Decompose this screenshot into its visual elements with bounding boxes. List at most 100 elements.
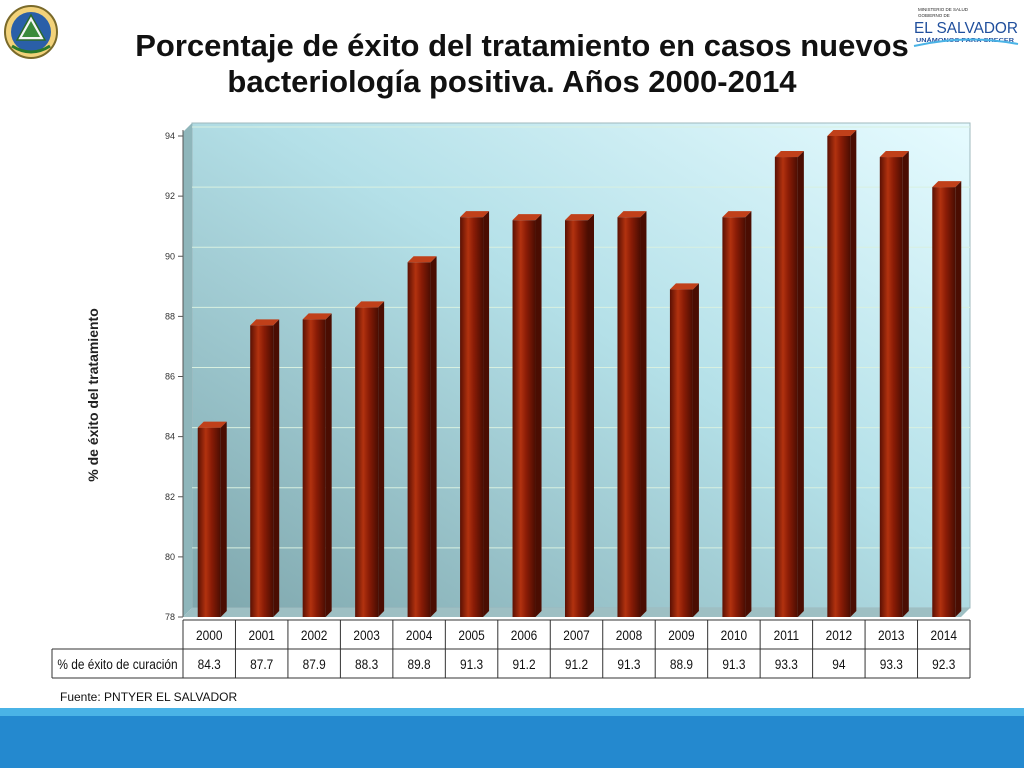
bar-2003 (355, 301, 385, 617)
y-tick-label: 90 (165, 251, 175, 261)
bar-side (378, 301, 385, 617)
data-label: 88.9 (670, 656, 693, 672)
x-tick-label: 2011 (774, 627, 800, 643)
y-tick-label: 86 (165, 372, 175, 382)
x-tick-label: 2004 (406, 627, 432, 643)
y-tick-label: 82 (165, 492, 175, 502)
bar-front (879, 157, 903, 617)
data-label: 91.3 (722, 656, 745, 672)
bar-front (565, 220, 588, 618)
bar-front (197, 427, 221, 617)
footer-band-dark (0, 716, 1024, 768)
bar-side (535, 214, 542, 618)
bar-side (483, 211, 490, 617)
el-salvador-government-logo: MINISTERIO DE SALUD GOBIERNO DE EL SALVA… (913, 7, 1019, 47)
bar-2008 (617, 211, 647, 617)
data-label: 94 (832, 656, 845, 672)
bar-side (850, 130, 857, 617)
data-label: 91.3 (460, 656, 483, 672)
data-label: 88.3 (355, 656, 378, 672)
bar-2005 (460, 211, 490, 617)
footer-band-light (0, 708, 1024, 716)
data-label: 84.3 (198, 656, 221, 672)
bar-front (302, 319, 326, 617)
bar-side (220, 421, 227, 617)
bar-front (407, 262, 431, 617)
bar-2009 (669, 283, 699, 617)
logo-country-text: EL SALVADOR (914, 20, 1018, 37)
y-tick-label: 78 (165, 612, 175, 622)
bar-top (250, 319, 280, 326)
bar-2002 (302, 313, 332, 617)
bar-chart: 78 80 82 84 86 88 90 92 94 2000 84.3 2001 87.7 2002 8… (51, 122, 971, 679)
bar-front (355, 307, 379, 617)
x-tick-label: 2003 (353, 627, 379, 643)
data-label: 93.3 (880, 656, 903, 672)
bar-top (302, 313, 332, 320)
bar-top (722, 211, 752, 218)
logo-government-text: GOBIERNO DE (918, 13, 950, 18)
x-tick-label: 2002 (301, 627, 327, 643)
bar-2000 (197, 421, 227, 617)
bar-top (197, 421, 227, 428)
source-note: Fuente: PNTYER EL SALVADOR (60, 690, 238, 704)
bar-2007 (565, 214, 594, 618)
x-tick-label: 2014 (931, 627, 957, 643)
x-tick-label: 2005 (458, 627, 484, 643)
bar-2006 (512, 214, 542, 618)
x-tick-label: 2001 (248, 627, 274, 643)
bar-top (774, 151, 804, 158)
x-tick-label: 2009 (668, 627, 694, 643)
bar-side (588, 214, 594, 618)
bar-2012 (827, 130, 857, 617)
bar-top (460, 211, 490, 218)
bar-2014 (932, 181, 962, 617)
data-label: 87.9 (303, 656, 326, 672)
bar-side (745, 211, 752, 617)
x-tick-label: 2008 (616, 627, 642, 643)
y-tick-label: 94 (165, 131, 175, 141)
bar-side (955, 181, 962, 617)
bar-front (460, 217, 484, 617)
x-tick-label: 2013 (878, 627, 904, 643)
x-tick-label: 2000 (196, 627, 222, 643)
x-tick-label: 2007 (563, 627, 589, 643)
title-line-1: Porcentaje de éxito del tratamiento en c… (135, 28, 909, 63)
bar-front (932, 187, 956, 617)
bar-top (355, 301, 385, 308)
bar-side (797, 151, 804, 617)
bar-top (669, 283, 699, 290)
bar-2004 (407, 256, 437, 617)
bar-top (827, 130, 857, 136)
data-label: 91.2 (512, 656, 535, 672)
bar-side (430, 256, 437, 617)
series-name-label: % de éxito de curación (57, 656, 177, 672)
logo-ministry-text: MINISTERIO DE SALUD (918, 7, 969, 12)
data-label: 89.8 (408, 656, 431, 672)
bar-side (692, 283, 699, 617)
bar-side (325, 313, 332, 617)
bar-top (512, 214, 542, 221)
bar-front (669, 289, 693, 617)
data-label: 87.7 (250, 656, 273, 672)
y-tick-label: 80 (165, 552, 175, 562)
bar-2010 (722, 211, 752, 617)
bar-side (273, 319, 280, 617)
bar-front (774, 157, 798, 617)
x-tick-label: 2006 (511, 627, 537, 643)
page-title: Porcentaje de éxito del tratamiento en c… (0, 28, 1024, 100)
bar-front (617, 217, 641, 617)
bar-top (617, 211, 647, 218)
x-tick-label: 2012 (826, 627, 852, 643)
bar-top (932, 181, 962, 188)
bar-side (640, 211, 647, 617)
bar-top (407, 256, 437, 263)
data-label: 91.2 (565, 656, 588, 672)
bar-front (250, 325, 274, 617)
bar-2013 (879, 151, 909, 617)
bar-front (512, 220, 536, 618)
title-line-2: bacteriología positiva. Años 2000-2014 (227, 64, 797, 99)
y-tick-label: 88 (165, 311, 175, 321)
x-tick-label: 2010 (721, 627, 747, 643)
bar-front (722, 217, 746, 617)
